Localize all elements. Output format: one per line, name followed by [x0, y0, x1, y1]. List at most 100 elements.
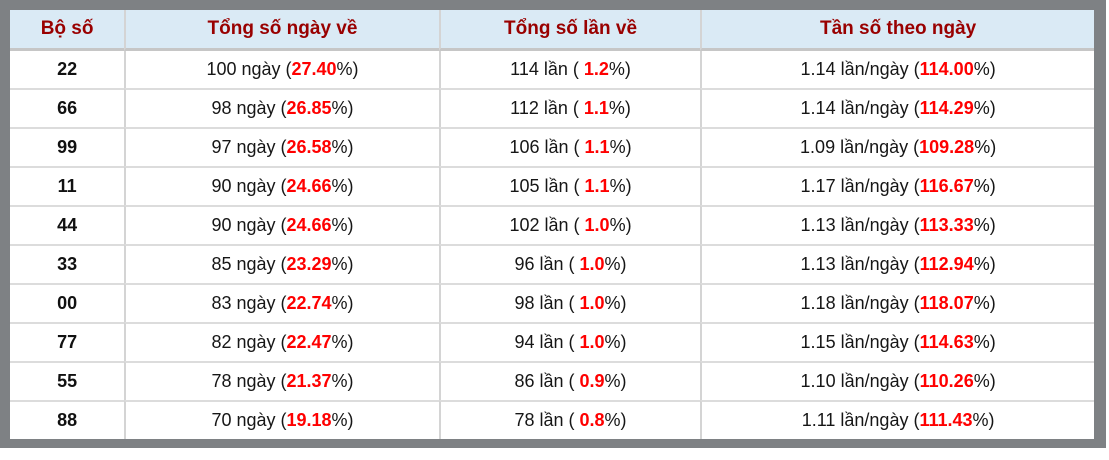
times-cell: 94 lần ( 1.0%): [438, 322, 701, 361]
table-row: 44 90 ngày (24.66%) 102 lần ( 1.0%) 1.13…: [10, 205, 1094, 244]
days-cell: 78 ngày (21.37%): [124, 361, 439, 400]
days-text: 90 ngày (: [211, 176, 287, 196]
freq-text: 1.13 lần/ngày (: [800, 215, 920, 235]
pair-cell: 99: [10, 127, 125, 166]
pair-cell: 33: [10, 244, 125, 283]
table-row: 33 85 ngày (23.29%) 96 lần ( 1.0%) 1.13 …: [10, 244, 1094, 283]
times-text-close: %): [608, 98, 631, 118]
freq-percent-value: 113.33: [919, 215, 974, 235]
header-pair: Bộ số: [10, 10, 125, 51]
days-cell: 90 ngày (24.66%): [124, 205, 439, 244]
times-cell: 112 lần ( 1.1%): [438, 88, 701, 127]
days-text-close: %): [331, 293, 354, 313]
days-text-close: %): [336, 59, 359, 79]
times-text-close: %): [609, 215, 632, 235]
freq-text-close: %): [973, 293, 996, 313]
days-text-close: %): [331, 176, 354, 196]
days-percent-value: 26.58: [286, 137, 332, 157]
days-percent-value: 22.47: [286, 332, 332, 352]
days-percent-value: 23.29: [286, 254, 332, 274]
freq-text: 1.10 lần/ngày (: [800, 371, 920, 391]
freq-percent-value: 114.63: [919, 332, 974, 352]
freq-text: 1.09 lần/ngày (: [800, 137, 920, 157]
freq-text-close: %): [973, 176, 996, 196]
days-text-close: %): [331, 371, 354, 391]
freq-percent-value: 114.00: [919, 59, 974, 79]
days-text-close: %): [331, 98, 354, 118]
header-freq: Tần số theo ngày: [700, 10, 1094, 51]
times-cell: 98 lần ( 1.0%): [438, 283, 701, 322]
times-text-close: %): [609, 176, 632, 196]
freq-percent-value: 110.26: [919, 371, 974, 391]
times-cell: 105 lần ( 1.1%): [438, 166, 701, 205]
times-text: 105 lần (: [509, 176, 585, 196]
table-frame: Bộ số Tổng số ngày về Tổng số lần về Tần…: [0, 0, 1106, 448]
days-text: 70 ngày (: [211, 410, 287, 430]
pair-cell: 22: [57, 59, 78, 79]
freq-text-close: %): [973, 215, 996, 235]
days-cell: 98 ngày (26.85%): [124, 88, 439, 127]
days-percent-value: 26.85: [286, 98, 332, 118]
table-row: 00 83 ngày (22.74%) 98 lần ( 1.0%) 1.18 …: [10, 283, 1094, 322]
freq-cell: 1.13 lần/ngày (113.33%): [700, 205, 1094, 244]
table-row: 77 82 ngày (22.47%) 94 lần ( 1.0%) 1.15 …: [10, 322, 1094, 361]
freq-percent-value: 109.28: [919, 137, 975, 157]
times-text: 114 lần (: [510, 59, 584, 79]
header-times: Tổng số lần về: [438, 10, 701, 51]
freq-text-close: %): [972, 410, 995, 430]
times-percent-value: 1.0: [579, 332, 605, 352]
freq-cell: 1.14 lần/ngày (114.00%): [700, 51, 1094, 88]
table-row: 66 98 ngày (26.85%) 112 lần ( 1.1%) 1.14…: [10, 88, 1094, 127]
pair-cell: 77: [10, 322, 125, 361]
times-text-close: %): [604, 371, 627, 391]
pair-cell: 11: [10, 166, 125, 205]
times-text: 112 lần (: [510, 98, 584, 118]
table-row: 22 100 ngày (27.40%) 114 lần ( 1.2%) 1.1…: [10, 51, 1094, 88]
times-percent-value: 1.1: [583, 98, 609, 118]
times-text: 86 lần (: [514, 371, 580, 391]
freq-text: 1.14 lần/ngày (: [800, 98, 920, 118]
freq-text-close: %): [973, 59, 996, 79]
pair-cell: 00: [10, 283, 125, 322]
times-percent-value: 0.8: [579, 410, 605, 430]
freq-text: 1.17 lần/ngày (: [800, 176, 920, 196]
times-text-close: %): [604, 254, 627, 274]
times-cell: 106 lần ( 1.1%): [438, 127, 701, 166]
times-text-close: %): [609, 137, 632, 157]
times-text: 94 lần (: [514, 332, 580, 352]
times-cell: 78 lần ( 0.8%): [438, 400, 701, 439]
table-row: 99 97 ngày (26.58%) 106 lần ( 1.1%) 1.09…: [10, 127, 1094, 166]
days-percent-value: 24.66: [286, 215, 332, 235]
days-percent-value: 27.40: [291, 59, 337, 79]
freq-cell: 1.13 lần/ngày (112.94%): [700, 244, 1094, 283]
table-row: 88 70 ngày (19.18%) 78 lần ( 0.8%) 1.11 …: [10, 400, 1094, 439]
times-percent-value: 1.1: [584, 176, 610, 196]
pair-cell: 88: [10, 400, 125, 439]
pair-cell: 66: [10, 88, 125, 127]
freq-text-close: %): [973, 98, 996, 118]
days-text-close: %): [331, 332, 354, 352]
days-text-close: %): [331, 215, 354, 235]
days-text: 98 ngày (: [211, 98, 287, 118]
freq-text-close: %): [973, 254, 996, 274]
table-body: 22 100 ngày (27.40%) 114 lần ( 1.2%) 1.1…: [10, 51, 1094, 439]
times-text: 106 lần (: [509, 137, 585, 157]
days-text-close: %): [331, 137, 354, 157]
days-cell: 70 ngày (19.18%): [124, 400, 439, 439]
days-cell: 100 ngày (27.40%): [124, 51, 439, 88]
days-text: 78 ngày (: [211, 371, 287, 391]
times-percent-value: 1.2: [583, 59, 609, 79]
days-text: 97 ngày (: [211, 137, 287, 157]
freq-text: 1.14 lần/ngày (: [800, 59, 920, 79]
lottery-stats-table: Bộ số Tổng số ngày về Tổng số lần về Tần…: [10, 10, 1094, 439]
days-text-close: %): [331, 254, 354, 274]
times-percent-value: 0.9: [579, 371, 605, 391]
times-text: 98 lần (: [514, 293, 580, 313]
times-text-close: %): [608, 59, 631, 79]
freq-percent-value: 111.43: [919, 410, 973, 430]
days-text: 90 ngày (: [211, 215, 287, 235]
days-percent-value: 22.74: [286, 293, 332, 313]
header-days: Tổng số ngày về: [124, 10, 439, 51]
times-text: 78 lần (: [514, 410, 580, 430]
pair-cell: 44: [10, 205, 125, 244]
